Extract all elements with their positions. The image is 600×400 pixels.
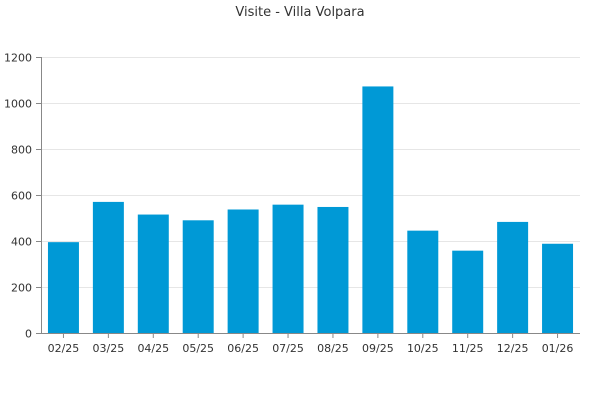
bar-12-25 xyxy=(497,221,529,333)
bar-10-25 xyxy=(407,230,439,333)
bar-02-25 xyxy=(47,242,79,333)
bar-05-25 xyxy=(182,220,214,333)
x-tick-label: 07/25 xyxy=(272,342,304,355)
bar-08-25 xyxy=(317,206,349,333)
x-tick-label: 04/25 xyxy=(137,342,169,355)
x-tick-label: 06/25 xyxy=(227,342,259,355)
x-tick-label: 12/25 xyxy=(497,342,529,355)
x-tick-label: 02/25 xyxy=(48,342,80,355)
y-tick-label: 1200 xyxy=(4,52,32,65)
bar-09-25 xyxy=(362,86,394,333)
chart-title: Visite - Villa Volpara xyxy=(235,5,364,20)
axes xyxy=(36,57,580,338)
gridlines xyxy=(41,57,580,288)
y-tick-label: 400 xyxy=(11,236,32,249)
x-tick-label: 01/26 xyxy=(542,342,574,355)
bar-06-25 xyxy=(227,209,259,333)
y-tick-label: 0 xyxy=(25,328,32,341)
x-tick-label: 09/25 xyxy=(362,342,394,355)
bar-04-25 xyxy=(137,214,169,333)
bar-01-26 xyxy=(542,243,574,333)
y-tick-labels: 0 200 400 600 800 1000 1200 xyxy=(4,52,32,341)
x-tick-label: 05/25 xyxy=(182,342,214,355)
x-tick-label: 11/25 xyxy=(452,342,484,355)
y-tick-label: 800 xyxy=(11,144,32,157)
bar-11-25 xyxy=(452,250,484,333)
y-tick-label: 1000 xyxy=(4,98,32,111)
bar-03-25 xyxy=(92,201,124,333)
x-tick-label: 08/25 xyxy=(317,342,349,355)
y-tick-label: 600 xyxy=(11,190,32,203)
x-tick-labels: 02/25 03/25 04/25 05/25 06/25 07/25 08/25 09/25… xyxy=(48,342,574,355)
y-tick-label: 200 xyxy=(11,282,32,295)
bar-07-25 xyxy=(272,204,304,333)
bars xyxy=(47,86,574,333)
x-tick-label: 03/25 xyxy=(93,342,125,355)
x-tick-label: 10/25 xyxy=(407,342,439,355)
